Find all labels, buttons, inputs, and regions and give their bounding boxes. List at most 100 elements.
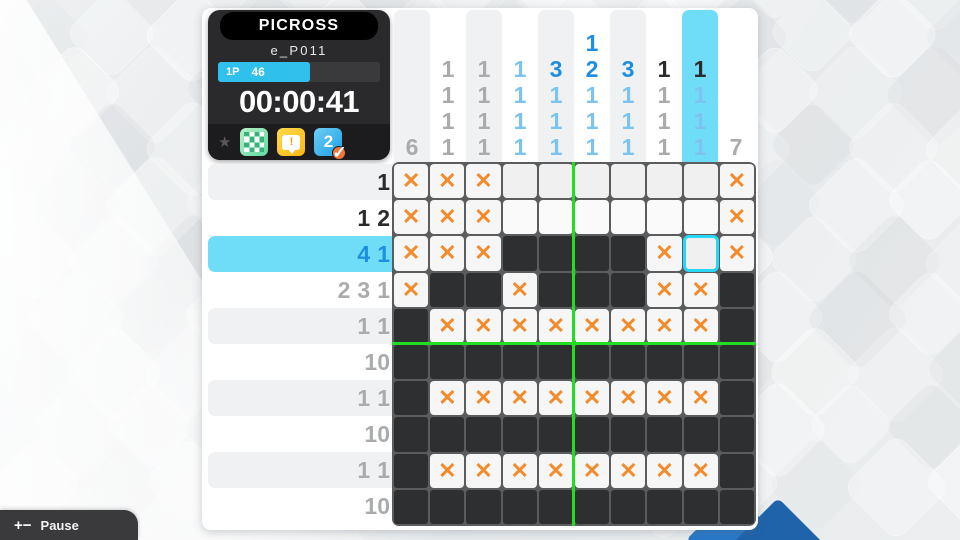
grid-cell-r9-c6[interactable]: ✕ <box>575 453 610 488</box>
grid-cell-r3-c2[interactable]: ✕ <box>430 236 465 271</box>
grid-cell-r3-c1[interactable]: ✕ <box>394 236 429 271</box>
grid-cell-r7-c3[interactable]: ✕ <box>466 381 501 416</box>
row-clue-1[interactable]: 1 <box>208 164 394 200</box>
grid-cell-r9-c9[interactable]: ✕ <box>683 453 718 488</box>
grid-cell-r7-c10[interactable] <box>719 381 754 416</box>
grid-cell-r5-c8[interactable]: ✕ <box>647 308 682 343</box>
grid-cell-r4-c3[interactable] <box>466 272 501 307</box>
grid-cell-r2-c3[interactable]: ✕ <box>466 200 501 235</box>
grid-cell-r6-c2[interactable] <box>430 345 465 380</box>
grid-cell-r1-c4[interactable] <box>502 164 537 199</box>
grid-cell-r5-c6[interactable]: ✕ <box>575 308 610 343</box>
grid-cell-r2-c6[interactable] <box>575 200 610 235</box>
column-clue-1[interactable]: 6 <box>394 10 430 164</box>
grid-cell-r2-c8[interactable] <box>647 200 682 235</box>
grid-cell-r9-c2[interactable]: ✕ <box>430 453 465 488</box>
grid-cell-r3-c6[interactable] <box>575 236 610 271</box>
grid-cell-r1-c7[interactable] <box>611 164 646 199</box>
row-clue-6[interactable]: 10 <box>208 344 394 380</box>
grid-cell-r7-c7[interactable]: ✕ <box>611 381 646 416</box>
grid-cell-r8-c6[interactable] <box>575 417 610 452</box>
grid-cell-r8-c5[interactable] <box>538 417 573 452</box>
grid-cell-r6-c9[interactable] <box>683 345 718 380</box>
grid-cell-r6-c8[interactable] <box>647 345 682 380</box>
grid-cell-r10-c4[interactable] <box>502 489 537 524</box>
grid-cell-r8-c3[interactable] <box>466 417 501 452</box>
grid-cell-r3-c3[interactable]: ✕ <box>466 236 501 271</box>
grid-cell-r6-c5[interactable] <box>538 345 573 380</box>
grid-cell-r8-c4[interactable] <box>502 417 537 452</box>
grid-cell-r4-c1[interactable]: ✕ <box>394 272 429 307</box>
grid-cell-r9-c3[interactable]: ✕ <box>466 453 501 488</box>
grid-cell-r5-c3[interactable]: ✕ <box>466 308 501 343</box>
grid-cell-r7-c2[interactable]: ✕ <box>430 381 465 416</box>
pause-bar[interactable]: +− Pause <box>0 510 138 540</box>
grid-cell-r10-c8[interactable] <box>647 489 682 524</box>
grid-cell-r4-c10[interactable] <box>719 272 754 307</box>
grid-cell-r2-c2[interactable]: ✕ <box>430 200 465 235</box>
grid-cell-r1-c9[interactable] <box>683 164 718 199</box>
grid-cell-r10-c1[interactable] <box>394 489 429 524</box>
grid-cell-r7-c1[interactable] <box>394 381 429 416</box>
grid-cell-r4-c5[interactable] <box>538 272 573 307</box>
grid-cell-r10-c9[interactable] <box>683 489 718 524</box>
grid-cell-r10-c10[interactable] <box>719 489 754 524</box>
grid-cell-r2-c4[interactable] <box>502 200 537 235</box>
grid-cell-r7-c4[interactable]: ✕ <box>502 381 537 416</box>
grid-cell-r10-c2[interactable] <box>430 489 465 524</box>
puzzle-grid[interactable]: ✕ ✕ ✕ ✕ ✕ ✕ ✕ ✕ ✕ ✕ ✕ ✕ ✕ ✕ ✕ ✕ ✕ ✕ ✕ ✕ ✕ ✕ ✕ ✕ ✕ ✕ ✕ ✕ ✕ ✕ ✕ ✕ ✕ ✕ ✕ ✕ ✕ ✕ ✕ ✕… <box>392 162 756 526</box>
grid-cell-r2-c9[interactable] <box>683 200 718 235</box>
grid-cell-r5-c2[interactable]: ✕ <box>430 308 465 343</box>
grid-cell-r9-c8[interactable]: ✕ <box>647 453 682 488</box>
grid-cell-r8-c10[interactable] <box>719 417 754 452</box>
grid-cell-r8-c1[interactable] <box>394 417 429 452</box>
grid-cell-r3-c5[interactable] <box>538 236 573 271</box>
grid-cell-r4-c8[interactable]: ✕ <box>647 272 682 307</box>
grid-cell-r9-c7[interactable]: ✕ <box>611 453 646 488</box>
grid-cell-r6-c3[interactable] <box>466 345 501 380</box>
grid-cell-r5-c9[interactable]: ✕ <box>683 308 718 343</box>
grid-cell-r10-c7[interactable] <box>611 489 646 524</box>
grid-cell-r8-c7[interactable] <box>611 417 646 452</box>
grid-cell-r8-c2[interactable] <box>430 417 465 452</box>
grid-cell-r10-c3[interactable] <box>466 489 501 524</box>
grid-cell-r8-c9[interactable] <box>683 417 718 452</box>
grid-cell-r6-c4[interactable] <box>502 345 537 380</box>
grid-cell-r7-c9[interactable]: ✕ <box>683 381 718 416</box>
grid-cell-r5-c1[interactable] <box>394 308 429 343</box>
grid-cell-r9-c5[interactable]: ✕ <box>538 453 573 488</box>
grid-cell-r5-c10[interactable] <box>719 308 754 343</box>
grid-cell-r1-c10[interactable]: ✕ <box>719 164 754 199</box>
row-clue-8[interactable]: 10 <box>208 416 394 452</box>
grid-cell-r1-c8[interactable] <box>647 164 682 199</box>
grid-cell-r3-c7[interactable] <box>611 236 646 271</box>
grid-cell-r5-c7[interactable]: ✕ <box>611 308 646 343</box>
grid-cell-r10-c5[interactable] <box>538 489 573 524</box>
grid-cell-r6-c7[interactable] <box>611 345 646 380</box>
hint-warning-icon[interactable]: ! <box>277 128 306 156</box>
grid-cell-r4-c4[interactable]: ✕ <box>502 272 537 307</box>
grid-cell-r2-c1[interactable]: ✕ <box>394 200 429 235</box>
grid-cell-r1-c1[interactable]: ✕ <box>394 164 429 199</box>
grid-cell-r9-c4[interactable]: ✕ <box>502 453 537 488</box>
grid-cell-r9-c1[interactable] <box>394 453 429 488</box>
grid-cell-r1-c6[interactable] <box>575 164 610 199</box>
column-clue-10[interactable]: 7 <box>718 10 754 164</box>
grid-cell-r1-c5[interactable] <box>538 164 573 199</box>
grid-cell-r4-c2[interactable] <box>430 272 465 307</box>
grid-cell-r5-c4[interactable]: ✕ <box>502 308 537 343</box>
grid-cell-r4-c6[interactable] <box>575 272 610 307</box>
grid-cell-r6-c1[interactable] <box>394 345 429 380</box>
grid-cell-r7-c8[interactable]: ✕ <box>647 381 682 416</box>
grid-cell-r9-c10[interactable] <box>719 453 754 488</box>
grid-cell-r3-c10[interactable]: ✕ <box>719 236 754 271</box>
